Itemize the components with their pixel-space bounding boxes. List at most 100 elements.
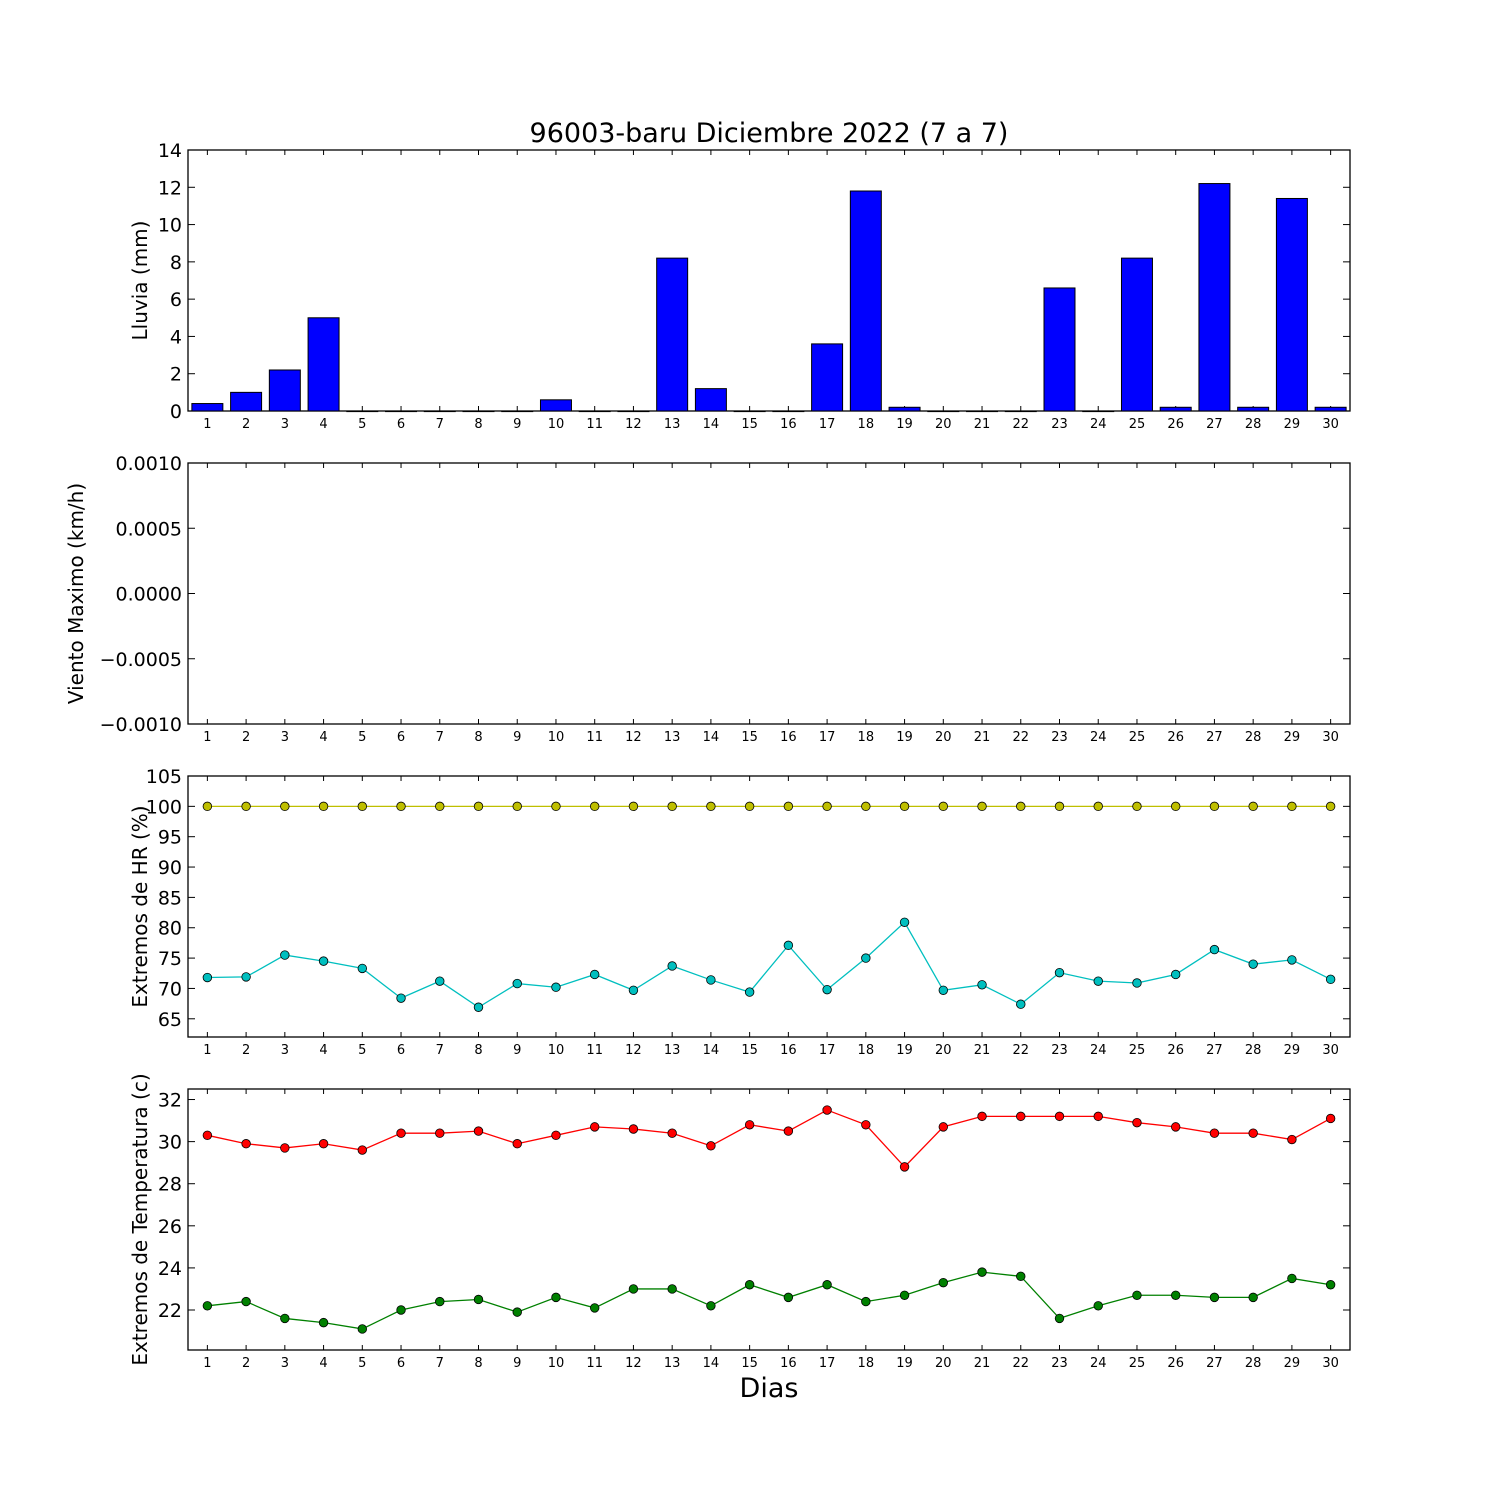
x-tick-label: 12 — [625, 1356, 642, 1371]
y-axis-label: Extremos de HR (%) — [128, 805, 152, 1007]
x-tick-label: 4 — [319, 417, 327, 432]
bar — [423, 410, 456, 413]
figure-title: 96003-baru Diciembre 2022 (7 a 7) — [530, 118, 1009, 149]
bar — [927, 410, 960, 413]
bar — [1314, 406, 1347, 412]
y-tick-label: 32 — [158, 1090, 182, 1112]
data-point — [938, 1122, 949, 1132]
x-tick-label: 2 — [242, 1043, 250, 1058]
y-tick-label: 14 — [158, 140, 182, 162]
y-tick-label: 90 — [158, 857, 182, 879]
data-point — [357, 801, 368, 812]
y-tick-label: 30 — [158, 1132, 182, 1154]
bar — [1159, 406, 1192, 412]
data-point — [396, 993, 406, 1003]
x-tick-label: 4 — [319, 1356, 327, 1371]
x-tick-label: 25 — [1129, 417, 1146, 432]
y-tick-label: 8 — [170, 252, 182, 274]
y-tick-label: 80 — [158, 918, 182, 940]
data-point — [783, 1292, 794, 1303]
data-point — [706, 1141, 716, 1151]
x-tick-label: 24 — [1090, 1356, 1107, 1371]
data-point — [512, 801, 522, 812]
x-tick-label: 16 — [780, 1356, 797, 1371]
y-tick-label: 0.0005 — [116, 518, 182, 540]
x-tick-label: 26 — [1167, 1356, 1184, 1371]
data-point — [435, 1296, 445, 1307]
x-tick-label: 11 — [586, 1356, 603, 1371]
y-tick-label: 22 — [158, 1300, 182, 1322]
x-tick-label: 7 — [436, 1043, 444, 1058]
x-tick-label: 10 — [548, 1043, 565, 1058]
x-tick-label: 5 — [358, 1356, 366, 1371]
y-tick-label: 12 — [158, 177, 182, 199]
data-point — [435, 801, 445, 812]
bar — [346, 410, 379, 413]
data-point — [1209, 1128, 1220, 1138]
series-line — [207, 1271, 1331, 1330]
x-tick-label: 8 — [474, 1043, 482, 1058]
y-tick-label: 4 — [170, 326, 182, 348]
bar — [966, 410, 999, 413]
data-point — [938, 985, 949, 995]
x-tick-label: 8 — [474, 1356, 482, 1371]
x-tick-label: 9 — [513, 730, 521, 745]
data-point — [512, 1139, 522, 1149]
y-tick-label: 6 — [170, 289, 182, 311]
x-tick-label: 27 — [1206, 1356, 1223, 1371]
data-point — [783, 801, 794, 812]
data-point — [590, 1303, 600, 1313]
x-tick-label: 15 — [741, 1043, 758, 1058]
y-tick-label: 65 — [158, 1009, 182, 1031]
x-tick-label: 19 — [896, 730, 913, 745]
x-tick-label: 10 — [548, 417, 565, 432]
data-point — [473, 1294, 484, 1305]
panel-3: 1 2 3 4 5 6 7 8 9 10 11 12 13 14 15 16 17 18 19 20 21 22 23 24 2… — [128, 766, 1351, 1058]
data-point — [1325, 974, 1336, 985]
bar — [617, 410, 650, 413]
bar — [733, 410, 766, 413]
x-tick-label: 16 — [780, 730, 797, 745]
data-point — [706, 975, 716, 985]
x-tick-label: 6 — [397, 417, 405, 432]
data-point — [977, 980, 987, 990]
bar — [1043, 287, 1076, 412]
data-point — [280, 950, 290, 960]
data-point — [1209, 801, 1220, 812]
data-point — [706, 1301, 716, 1311]
x-tick-label: 7 — [436, 417, 444, 432]
panel-1: 1 2 3 4 5 6 7 8 9 10 11 12 13 14 15 16 17 18 19 20 21 22 23 24 2… — [128, 140, 1351, 432]
y-tick-label: 85 — [158, 887, 182, 909]
data-point — [861, 1296, 871, 1307]
x-tick-label: 23 — [1051, 1356, 1068, 1371]
data-point — [202, 1301, 213, 1311]
x-tick-label: 8 — [474, 730, 482, 745]
data-point — [1132, 801, 1142, 812]
data-point — [667, 801, 677, 812]
data-point — [241, 1296, 251, 1307]
data-point — [1132, 1290, 1142, 1300]
x-tick-label: 8 — [474, 417, 482, 432]
x-tick-label: 26 — [1167, 417, 1184, 432]
data-point — [1325, 1113, 1336, 1124]
data-point — [977, 801, 987, 812]
axes-frame — [187, 775, 1351, 1038]
x-tick-label: 10 — [548, 1356, 565, 1371]
data-point — [1170, 1290, 1181, 1300]
x-tick-label: 21 — [974, 1356, 991, 1371]
x-tick-label: 1 — [203, 1043, 211, 1058]
x-tick-label: 5 — [358, 417, 366, 432]
data-point — [1209, 1292, 1220, 1303]
data-point — [744, 1280, 755, 1290]
x-tick-label: 17 — [819, 1043, 836, 1058]
y-tick-label: 70 — [158, 978, 182, 1000]
x-tick-label: 24 — [1090, 1043, 1107, 1058]
data-point — [744, 801, 755, 812]
data-point — [977, 1267, 987, 1277]
x-tick-label: 2 — [242, 1356, 250, 1371]
data-point — [473, 1002, 484, 1012]
x-tick-label: 16 — [780, 1043, 797, 1058]
x-tick-label: 5 — [358, 730, 366, 745]
x-tick-label: 17 — [819, 730, 836, 745]
